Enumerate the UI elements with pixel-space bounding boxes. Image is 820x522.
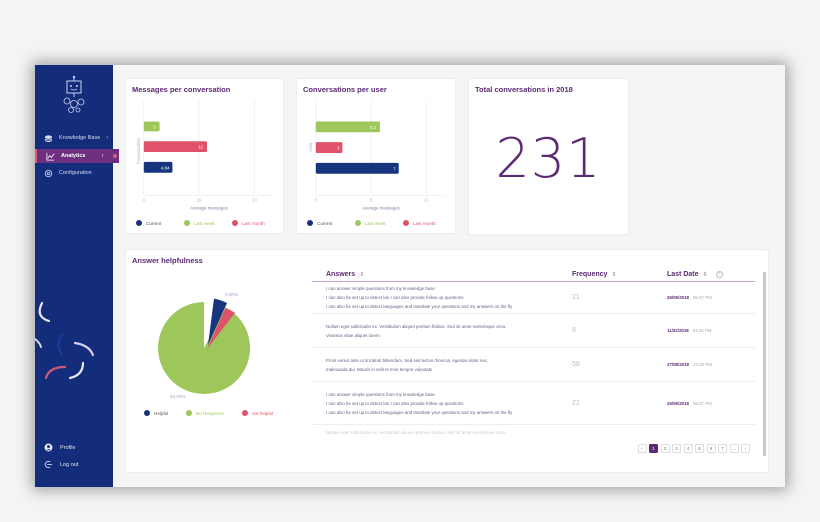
sidebar-item-configuration[interactable]: Configuration (35, 166, 119, 180)
answers-table: Answers ⇕ Frequency ⇕ Last Date ⇕? I can an… (312, 268, 755, 439)
page-1-button[interactable]: 1 (649, 444, 658, 453)
table-row[interactable]: Proin varius ante ut tincidunt bibendum.… (312, 348, 755, 382)
gear-icon (44, 169, 53, 178)
chevron-right-icon: › (106, 135, 109, 141)
legend-last-month[interactable]: Last month (403, 220, 451, 226)
table-row[interactable]: Nullam eget sollicitudin ex. Vestibulum … (312, 314, 755, 348)
sidebar-item-label: Analytics (61, 153, 86, 159)
last-date-column-header[interactable]: Last Date ⇕? (667, 271, 755, 278)
sort-icon: ⇕ (359, 272, 365, 278)
sidebar-item-analytics[interactable]: Analytics › (35, 149, 119, 163)
svg-text:Average messages: Average messages (190, 205, 229, 210)
next-page-button[interactable]: › (741, 444, 750, 453)
total-conversations-value: 231 (495, 127, 602, 190)
pie-label-large: 94.00% (170, 394, 186, 399)
sidebar-item-label: Configuration (59, 170, 92, 176)
messages-per-conversation-card: Messages per conversation 3 12 4.84 0 10… (125, 78, 284, 234)
logout-label: Log out (60, 461, 79, 468)
legend-last-week[interactable]: Last week (184, 220, 232, 226)
svg-text:20: 20 (252, 197, 257, 202)
svg-text:12: 12 (198, 145, 203, 150)
chart-legend: Current Last week Last month (307, 220, 451, 226)
page-2-button[interactable]: 2 (660, 444, 670, 453)
page-3-button[interactable]: 3 (672, 444, 681, 453)
svg-text:5.2: 5.2 (370, 125, 377, 130)
pie-label-small: 6.00% (225, 292, 239, 297)
table-row[interactable]: I can answer simple questions from my kn… (312, 382, 755, 425)
svg-text:10: 10 (424, 197, 429, 202)
chart-legend: Current Last week Last month (136, 220, 280, 226)
card-title: Answer helpfulness (132, 256, 203, 265)
sidebar: Knowledge Base › Analytics › Configurati… (35, 65, 119, 487)
legend-current[interactable]: Current (307, 220, 355, 226)
decorative-arcs (35, 301, 95, 380)
legend-last-month[interactable]: Last month (232, 220, 280, 226)
legend-helpful[interactable]: Helpful (144, 410, 186, 416)
prev-page-button[interactable]: ‹ (637, 444, 647, 453)
legend-not-helpful[interactable]: not helpful (242, 410, 292, 416)
svg-text:0: 0 (143, 197, 146, 202)
conversations-per-user-card: Conversations per user 5.2 3 7 0 5 10 Av… (296, 78, 456, 234)
app-window: Knowledge Base › Analytics › Configurati… (35, 65, 785, 487)
sidebar-item-knowledge-base[interactable]: Knowledge Base › (35, 131, 119, 145)
table-row[interactable]: Nullam eget sollicitudin ex. Vestibulum … (326, 429, 507, 435)
frequency-column-header[interactable]: Frequency ⇕ (572, 271, 617, 278)
legend-no-response[interactable]: No Responce (186, 410, 242, 416)
logout-icon (44, 460, 53, 469)
legend-last-week[interactable]: Last week (355, 220, 403, 226)
sidebar-item-label: Knowledge Base (59, 135, 101, 141)
messages-bar-chart: 3 12 4.84 0 10 20 Average messages Conve… (136, 100, 275, 210)
answer-helpfulness-card: Answer helpfulness 6.00% 94.00% Helpful … (125, 249, 769, 473)
card-title: Total conversations in 2018 (475, 85, 573, 94)
main-content: Messages per conversation 3 12 4.84 0 10… (113, 65, 785, 487)
help-icon[interactable]: ? (715, 271, 723, 278)
table-row[interactable]: I can answer simple questions from my kn… (312, 282, 755, 314)
table-scrollbar[interactable] (763, 272, 766, 456)
page-5-button[interactable]: 5 (695, 444, 704, 453)
profile-button[interactable]: Profile (44, 443, 76, 452)
svg-text:5: 5 (370, 197, 373, 202)
user-icon (44, 443, 53, 452)
conversations-bar-chart: 5.2 3 7 0 5 10 Average messages User (308, 100, 447, 210)
svg-text:0: 0 (315, 197, 318, 202)
pie-legend: Helpful No Responce not helpful (144, 410, 292, 416)
svg-text:10: 10 (197, 197, 202, 202)
helpfulness-pie-chart (158, 298, 251, 394)
active-indicator-dot (113, 154, 117, 158)
page-6-button[interactable]: 6 (706, 444, 716, 453)
svg-text:Conversation: Conversation (136, 137, 141, 164)
svg-text:7: 7 (393, 166, 396, 171)
page-7-button[interactable]: 7 (718, 444, 727, 453)
sort-icon: ⇕ (702, 272, 708, 278)
more-pages-button[interactable]: ... (729, 444, 739, 453)
robot-logo-icon (63, 75, 85, 113)
svg-text:Average messages: Average messages (362, 205, 401, 210)
table-header: Answers ⇕ Frequency ⇕ Last Date ⇕? (312, 268, 755, 282)
sort-icon: ⇕ (611, 272, 617, 278)
chevron-right-icon: › (101, 153, 104, 159)
pagination: ‹ 1 2 3 4 5 6 7 ... › (637, 444, 750, 453)
chart-line-icon (46, 152, 55, 161)
card-title: Messages per conversation (132, 85, 231, 94)
answers-column-header[interactable]: Answers ⇕ (326, 271, 365, 278)
profile-label: Profile (60, 444, 76, 451)
svg-text:3: 3 (337, 146, 340, 151)
svg-text:4.84: 4.84 (161, 165, 170, 170)
page-4-button[interactable]: 4 (683, 444, 693, 453)
total-conversations-card: Total conversations in 2018 231 (468, 78, 629, 235)
svg-text:3: 3 (153, 124, 156, 129)
card-title: Conversations per user (303, 85, 387, 94)
layers-icon (44, 134, 53, 143)
legend-current[interactable]: Current (136, 220, 184, 226)
svg-text:User: User (308, 142, 313, 152)
logout-button[interactable]: Log out (44, 460, 78, 469)
